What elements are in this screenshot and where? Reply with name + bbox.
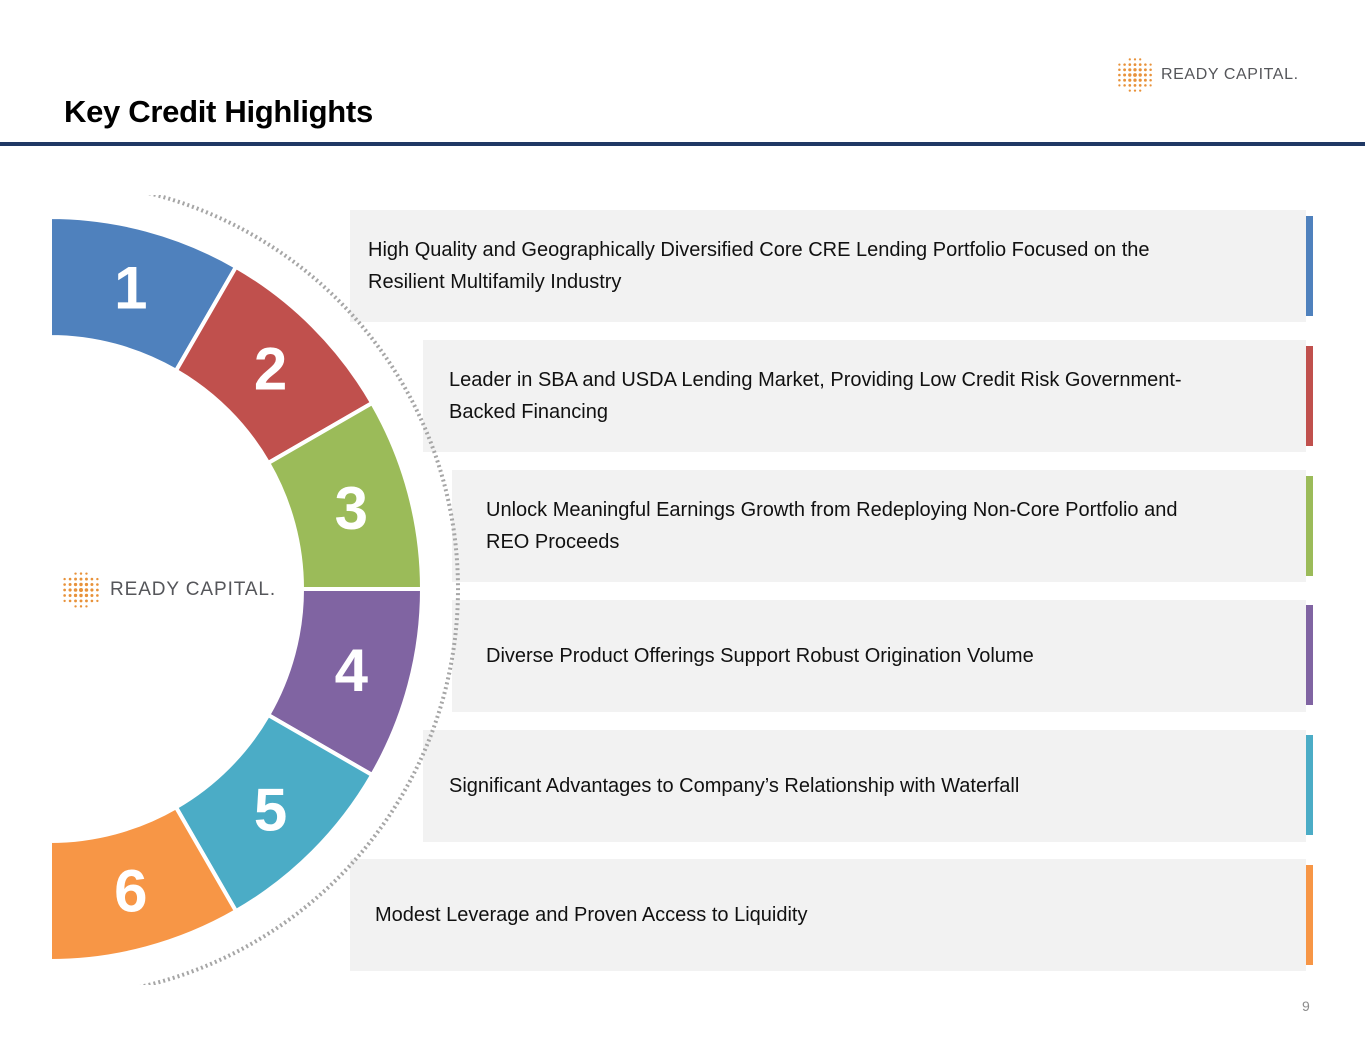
wheel-number-3: 3 (335, 475, 368, 542)
wheel-number-6: 6 (114, 857, 147, 924)
highlight-band-6: Modest Leverage and Proven Access to Liq… (350, 859, 1306, 971)
accent-bar-5 (1306, 735, 1313, 835)
highlight-band-2: Leader in SBA and USDA Lending Market, P… (423, 340, 1306, 452)
numbered-wheel: 1 2 3 4 5 6 (0, 195, 460, 985)
logo-dots-icon (1118, 58, 1152, 92)
highlight-text-2: Leader in SBA and USDA Lending Market, P… (449, 369, 1182, 423)
highlight-text-6: Modest Leverage and Proven Access to Liq… (375, 904, 808, 926)
wheel-number-5: 5 (254, 777, 287, 844)
wheel-number-1: 1 (114, 255, 147, 322)
accent-bar-6 (1306, 865, 1313, 965)
highlight-text-1: High Quality and Geographically Diversif… (368, 239, 1150, 293)
logo-dots-icon (63, 572, 99, 608)
center-logo: READY CAPITAL. (58, 569, 276, 611)
wheel-number-2: 2 (254, 335, 287, 402)
page-number: 9 (1302, 998, 1310, 1014)
accent-bar-2 (1306, 346, 1313, 446)
dotted-outer-arc (139, 195, 460, 985)
highlight-text-3: Unlock Meaningful Earnings Growth from R… (486, 499, 1178, 553)
highlight-text-4: Diverse Product Offerings Support Robust… (486, 645, 1034, 667)
company-logo: READY CAPITAL. (1115, 55, 1299, 95)
accent-bar-4 (1306, 605, 1313, 705)
logo-text: READY CAPITAL. (1161, 66, 1299, 83)
header-rule (0, 142, 1365, 146)
page-title: Key Credit Highlights (64, 94, 373, 129)
center-logo-text: READY CAPITAL. (110, 579, 277, 600)
highlight-band-1: High Quality and Geographically Diversif… (350, 210, 1306, 322)
highlight-band-3: Unlock Meaningful Earnings Growth from R… (452, 470, 1306, 582)
highlight-band-5: Significant Advantages to Company’s Rela… (423, 730, 1306, 842)
highlight-band-4: Diverse Product Offerings Support Robust… (452, 600, 1306, 712)
wheel-number-4: 4 (335, 637, 369, 704)
highlight-text-5: Significant Advantages to Company’s Rela… (449, 775, 1020, 797)
accent-bar-3 (1306, 476, 1313, 576)
accent-bar-1 (1306, 216, 1313, 316)
wheel-left-mask (0, 195, 51, 985)
